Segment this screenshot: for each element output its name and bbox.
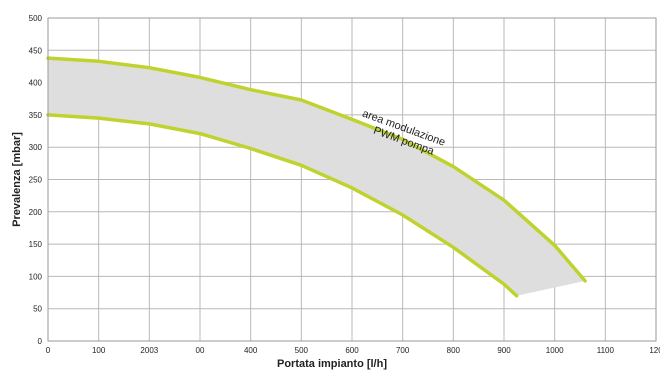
x-tick-label: 1000 (546, 346, 564, 355)
x-tick-label: 120 (649, 346, 660, 355)
x-tick-label: 1100 (597, 346, 615, 355)
y-tick-label: 450 (29, 46, 43, 55)
y-axis-title: Prevalenza [mbar] (11, 132, 23, 227)
y-tick-label: 300 (29, 143, 43, 152)
y-tick-label: 100 (29, 272, 43, 281)
x-tick-label: 0 (46, 346, 51, 355)
y-tick-label: 0 (38, 337, 43, 346)
x-axis-title: Portata impianto [l/h] (277, 358, 387, 370)
y-tick-labels: 0 50 100 150 200 250 300 350 400 450 500 (29, 14, 43, 346)
x-tick-label: 700 (396, 346, 410, 355)
x-tick-label: 100 (92, 346, 106, 355)
x-tick-label: 400 (244, 346, 258, 355)
y-tick-label: 500 (29, 14, 43, 23)
x-tick-label: 2003 (140, 346, 158, 355)
x-tick-label: 800 (447, 346, 461, 355)
x-tick-label: 00 (196, 346, 205, 355)
series-lines (46, 56, 587, 298)
y-tick-label: 400 (29, 79, 43, 88)
x-tick-label: 500 (295, 346, 309, 355)
x-tick-label: 900 (497, 346, 511, 355)
y-tick-label: 150 (29, 240, 43, 249)
plot-frame (47, 17, 657, 342)
x-tick-label: 600 (345, 346, 359, 355)
lower-curve (46, 113, 519, 298)
y-tick-label: 350 (29, 111, 43, 120)
y-tick-label: 50 (33, 305, 42, 314)
x-tick-labels: 0 100 2003 00 400 500 600 700 800 900 1000 1100 120 (46, 346, 660, 355)
upper-curve (46, 56, 587, 283)
y-tick-label: 250 (29, 176, 43, 185)
y-tick-label: 200 (29, 208, 43, 217)
modulation-area (48, 58, 586, 296)
